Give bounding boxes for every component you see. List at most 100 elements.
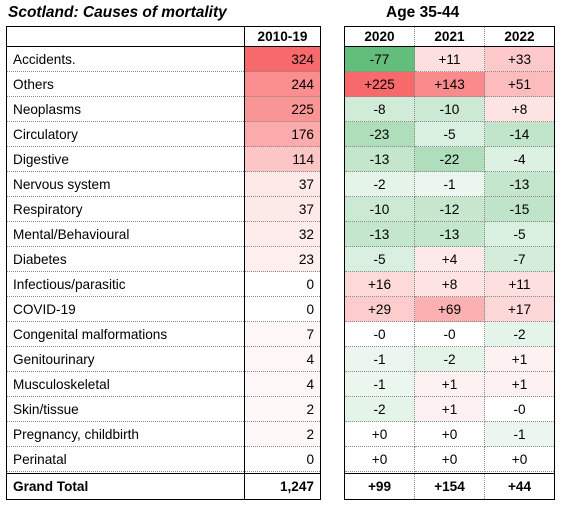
table-row: Mental/Behavioural 32 -13 -13 -5	[6, 221, 555, 247]
value-2022: +1	[484, 371, 555, 397]
baseline-value: 2	[244, 396, 321, 422]
value-2020: +225	[344, 71, 415, 97]
value-2022: +1	[484, 346, 555, 372]
table-row: Digestive 114 -13 -22 -4	[6, 146, 555, 172]
table-row: Accidents. 324 -77 +11 +33	[6, 46, 555, 72]
value-2020: +0	[344, 446, 415, 472]
total-label: Grand Total	[6, 473, 245, 500]
value-2021: -0	[414, 321, 485, 347]
header-row: 2010-19 2020 2021 2022	[6, 26, 555, 47]
value-2021: +0	[414, 421, 485, 447]
value-2021: +11	[414, 46, 485, 72]
table-row: Diabetes 23 -5 +4 -7	[6, 246, 555, 272]
cause-label: Skin/tissue	[6, 396, 245, 422]
baseline-value: 176	[244, 121, 321, 147]
cause-label: Neoplasms	[6, 96, 245, 122]
table-row: Musculoskeletal 4 -1 +1 +1	[6, 371, 555, 397]
value-2022: -14	[484, 121, 555, 147]
mortality-table: 2010-19 2020 2021 2022 Accidents. 324 -77 +…	[6, 26, 555, 500]
value-2021: -12	[414, 196, 485, 222]
baseline-value: 4	[244, 371, 321, 397]
value-2022: -15	[484, 196, 555, 222]
table-row: Respiratory 37 -10 -12 -15	[6, 196, 555, 222]
value-2021: +1	[414, 371, 485, 397]
cause-label: Congenital malformations	[6, 321, 245, 347]
cause-label: Perinatal	[6, 446, 245, 472]
cause-label: Diabetes	[6, 246, 245, 272]
cause-label: Pregnancy, childbirth	[6, 421, 245, 447]
value-2021: +0	[414, 446, 485, 472]
baseline-value: 225	[244, 96, 321, 122]
value-2022: +33	[484, 46, 555, 72]
value-2021: -13	[414, 221, 485, 247]
value-2021: -5	[414, 121, 485, 147]
value-2021: +4	[414, 246, 485, 272]
table-row: Nervous system 37 -2 -1 -13	[6, 171, 555, 197]
chart-title: Scotland: Causes of mortality	[8, 4, 227, 21]
cause-label: Musculoskeletal	[6, 371, 245, 397]
value-2020: +0	[344, 421, 415, 447]
value-2022: +8	[484, 96, 555, 122]
table-row: Perinatal 0 +0 +0 +0	[6, 446, 555, 472]
table-row: Circulatory 176 -23 -5 -14	[6, 121, 555, 147]
value-2020: -1	[344, 371, 415, 397]
value-2020: -2	[344, 171, 415, 197]
value-2021: +8	[414, 271, 485, 297]
baseline-value: 244	[244, 71, 321, 97]
age-label: Age 35-44	[386, 4, 460, 21]
value-2022: -7	[484, 246, 555, 272]
total-2020: +99	[344, 473, 415, 500]
cause-label: Nervous system	[6, 171, 245, 197]
value-2020: -13	[344, 146, 415, 172]
table-row: Skin/tissue 2 -2 +1 -0	[6, 396, 555, 422]
value-2021: -1	[414, 171, 485, 197]
baseline-value: 2	[244, 421, 321, 447]
table-row: COVID-19 0 +29 +69 +17	[6, 296, 555, 322]
value-2022: -1	[484, 421, 555, 447]
header-2022: 2022	[484, 26, 555, 47]
grand-total-row: Grand Total 1,247 +99 +154 +44	[6, 473, 555, 500]
cause-label: Others	[6, 71, 245, 97]
cause-label: Infectious/parasitic	[6, 271, 245, 297]
total-2022: +44	[484, 473, 555, 500]
value-2022: +0	[484, 446, 555, 472]
table-row: Others 244 +225 +143 +51	[6, 71, 555, 97]
baseline-value: 324	[244, 46, 321, 72]
value-2022: -13	[484, 171, 555, 197]
value-2020: -0	[344, 321, 415, 347]
value-2022: +11	[484, 271, 555, 297]
baseline-value: 37	[244, 196, 321, 222]
value-2020: -5	[344, 246, 415, 272]
value-2022: -5	[484, 221, 555, 247]
value-2022: -2	[484, 321, 555, 347]
table-row: Pregnancy, childbirth 2 +0 +0 -1	[6, 421, 555, 447]
header-2010-19: 2010-19	[244, 26, 321, 47]
value-2020: -13	[344, 221, 415, 247]
baseline-value: 114	[244, 146, 321, 172]
value-2020: +16	[344, 271, 415, 297]
baseline-value: 37	[244, 171, 321, 197]
total-2021: +154	[414, 473, 485, 500]
baseline-value: 23	[244, 246, 321, 272]
table-row: Neoplasms 225 -8 -10 +8	[6, 96, 555, 122]
value-2021: -22	[414, 146, 485, 172]
value-2020: -8	[344, 96, 415, 122]
cause-label: Genitourinary	[6, 346, 245, 372]
cause-label: COVID-19	[6, 296, 245, 322]
baseline-value: 0	[244, 446, 321, 472]
value-2021: -10	[414, 96, 485, 122]
table-row: Congenital malformations 7 -0 -0 -2	[6, 321, 555, 347]
value-2022: -4	[484, 146, 555, 172]
total-base: 1,247	[244, 473, 321, 500]
value-2021: +143	[414, 71, 485, 97]
value-2020: -10	[344, 196, 415, 222]
cause-label: Accidents.	[6, 46, 245, 72]
cause-label: Mental/Behavioural	[6, 221, 245, 247]
header-2020: 2020	[344, 26, 415, 47]
value-2020: -1	[344, 346, 415, 372]
baseline-value: 0	[244, 296, 321, 322]
table-row: Infectious/parasitic 0 +16 +8 +11	[6, 271, 555, 297]
header-cause	[6, 26, 245, 47]
value-2020: -2	[344, 396, 415, 422]
value-2020: -23	[344, 121, 415, 147]
